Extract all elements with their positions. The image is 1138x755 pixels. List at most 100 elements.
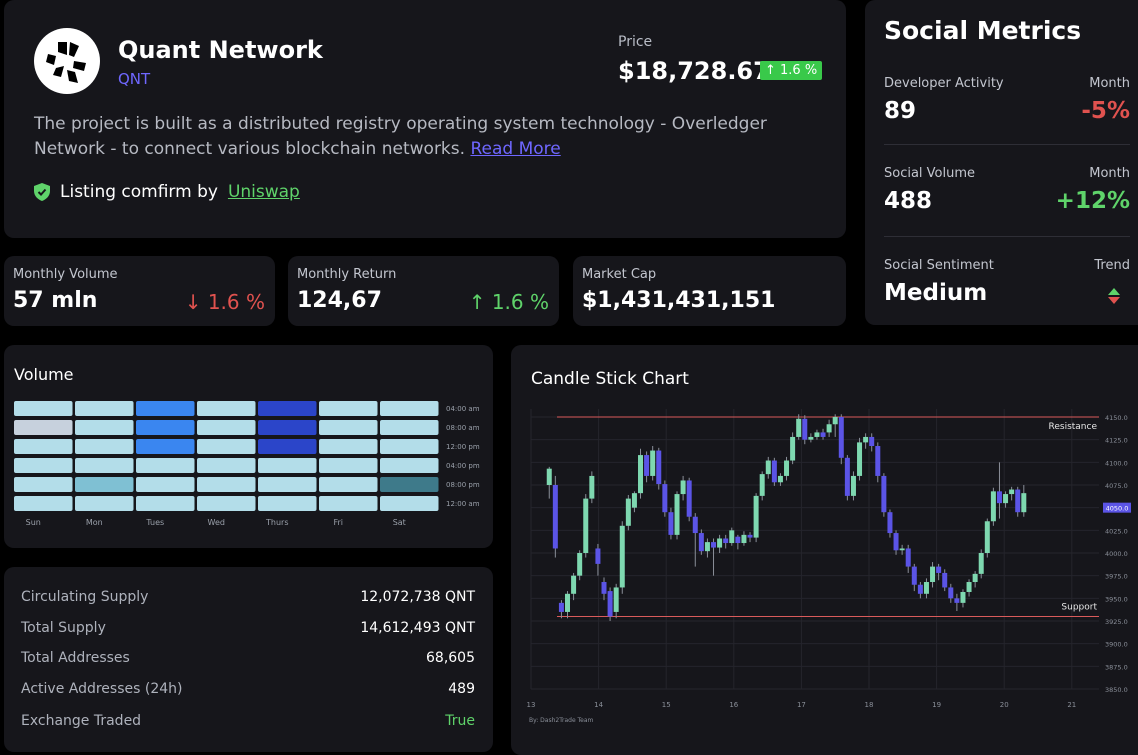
y-tick-label: 3925.0 [1105, 618, 1128, 626]
heatmap-cell [380, 401, 439, 416]
heatmap-cell [258, 458, 317, 473]
candle-body [668, 512, 674, 535]
candlestick-chart: 4150.0 4125.0 4100.0 4075.0 4050.0 4025.0 4000… [527, 409, 1131, 724]
candle-body [571, 575, 577, 594]
candle-body [1015, 489, 1021, 513]
candle-body [838, 417, 844, 458]
project-header-card: Quant Network QNT Price $18,728.67 ↑ 1.6… [4, 0, 846, 238]
candle-body [577, 553, 583, 576]
uniswap-link[interactable]: Uniswap [227, 182, 300, 202]
market-cap-card: Market Cap $1,431,431,151 [573, 256, 846, 326]
candle-body [1009, 489, 1015, 495]
project-description: The project is built as a distributed re… [34, 112, 824, 162]
metric-change: +12% [1055, 188, 1130, 214]
candle-body [802, 418, 808, 440]
chart-credit: By: Dash2Trade Team [529, 717, 594, 724]
heatmap-cell [14, 420, 73, 435]
heatmap-day-label: Fri [333, 518, 343, 527]
heatmap-cell [319, 439, 378, 454]
divider [884, 236, 1130, 237]
x-tick-label: 18 [865, 701, 874, 709]
heatmap-cell [136, 496, 195, 511]
heatmap-cell [14, 496, 73, 511]
stat-value: 57 mln [13, 288, 98, 313]
candle-body [717, 538, 723, 548]
metric-label: Social Volume [884, 166, 976, 181]
y-tick-label: 4100.0 [1105, 459, 1128, 467]
heatmap-cell [258, 496, 317, 511]
candle-body [638, 455, 644, 494]
listing-confirmation: Listing comfirm by Uniswap [34, 182, 300, 202]
candle-body [692, 516, 698, 534]
social-metrics-card: Social Metrics Developer Activity Month … [865, 0, 1138, 325]
heatmap-time-label: 12:00 am [446, 500, 480, 508]
x-tick-label: 13 [527, 701, 536, 709]
candle-body [698, 533, 704, 552]
heatmap-cell [380, 496, 439, 511]
heatmap-cell [319, 401, 378, 416]
x-tick-label: 19 [932, 701, 941, 709]
heatmap-cell [14, 401, 73, 416]
candle-body [552, 485, 558, 549]
price-change-badge: ↑ 1.6 % [760, 61, 823, 80]
y-tick-label: 3900.0 [1105, 641, 1128, 649]
candle-body [790, 436, 796, 461]
x-tick-label: 20 [1000, 701, 1009, 709]
volume-heatmap-card: Volume 04:00 am 08:00 am 12:00 pm 04:00 pm 0… [4, 345, 493, 548]
candle-body [729, 530, 735, 544]
heatmap-cell [136, 420, 195, 435]
y-tick-label: 3975.0 [1105, 573, 1128, 581]
candle-body [680, 480, 686, 495]
supply-row: Total Addresses 68,605 [21, 650, 475, 666]
y-tick-label: 4150.0 [1105, 414, 1128, 422]
candle-body [650, 450, 656, 476]
candle-body [613, 587, 619, 612]
read-more-link[interactable]: Read More [470, 139, 561, 159]
heatmap-cell [75, 420, 134, 435]
y-tick-label: 4000.0 [1105, 550, 1128, 558]
candle-body [765, 460, 771, 475]
y-tick-label: 3850.0 [1105, 686, 1128, 694]
heatmap-day-label: Sun [26, 518, 41, 527]
metric-value: 89 [884, 98, 917, 124]
candle-body [917, 584, 923, 594]
candle-body [711, 542, 717, 548]
heatmap-cell [14, 477, 73, 492]
candle-body [814, 432, 820, 437]
candle-body [808, 436, 814, 440]
heatmap-time-label: 08:00 pm [446, 481, 480, 489]
developer-activity-row: Developer Activity Month 89 -5% [884, 76, 1130, 166]
candle-body [558, 602, 564, 612]
heatmap-cell [380, 439, 439, 454]
candle-body [595, 548, 601, 564]
candle-body [899, 548, 905, 551]
supply-info-card: Circulating Supply 12,072,738 QNT Total … [4, 567, 493, 752]
candle-body [857, 442, 863, 476]
candle-body [972, 573, 978, 583]
volume-heatmap: 04:00 am 08:00 am 12:00 pm 04:00 pm 08:00 pm… [14, 401, 480, 527]
candlestick-chart-card: Candle Stick Chart 4150.0 4125.0 4100.0 407… [511, 345, 1138, 755]
candle-body [954, 598, 960, 603]
heatmap-cell [14, 439, 73, 454]
metric-value: 488 [884, 188, 933, 214]
x-tick-label: 15 [662, 701, 671, 709]
heatmap-cell [319, 496, 378, 511]
heatmap-cell [319, 477, 378, 492]
candle-body [863, 436, 869, 443]
heatmap-cell [75, 477, 134, 492]
candle-body [546, 468, 552, 485]
y-tick-label: 4025.0 [1105, 527, 1128, 535]
heatmap-cell [258, 420, 317, 435]
heatmap-day-label: Sat [393, 518, 406, 527]
metric-period: Month [1089, 166, 1130, 181]
supply-value: 68,605 [426, 650, 475, 666]
metric-period: Month [1089, 76, 1130, 91]
candle-body [656, 450, 662, 485]
candle-body [747, 534, 753, 538]
heatmap-cell [75, 458, 134, 473]
price-label: Price [618, 34, 653, 50]
x-tick-label: 17 [797, 701, 806, 709]
divider [884, 144, 1130, 145]
supply-label: Total Addresses [21, 650, 130, 666]
project-name: Quant Network [118, 36, 323, 64]
